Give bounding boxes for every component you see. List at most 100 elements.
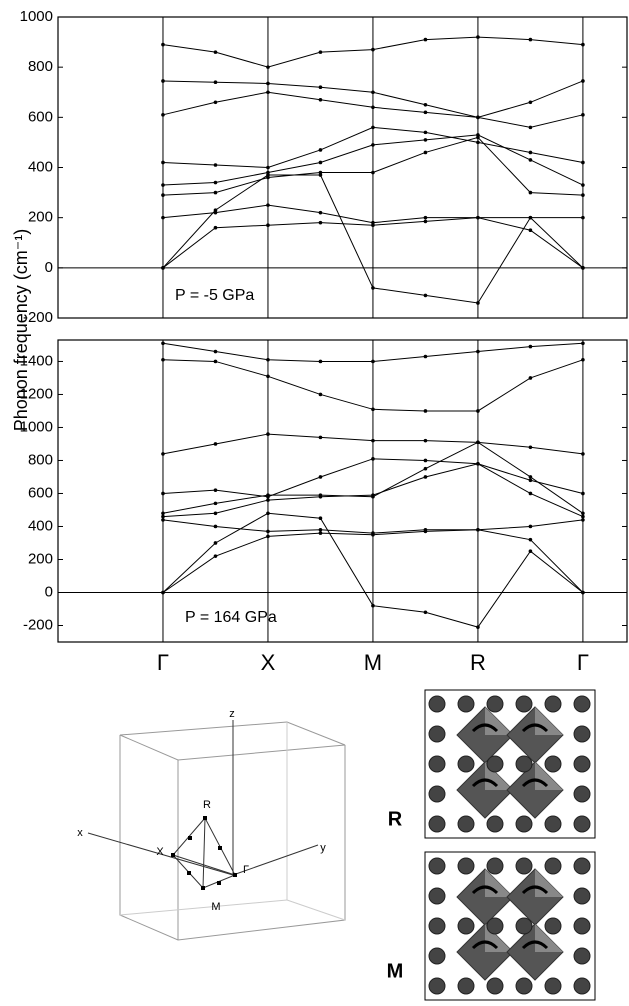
branch-point: [476, 461, 480, 466]
branch-point: [371, 47, 375, 52]
branch-point: [581, 266, 585, 270]
atom: [573, 947, 591, 965]
y-tick-label: 200: [28, 550, 53, 567]
branch-point: [528, 344, 533, 349]
branch-point: [161, 193, 165, 197]
atom: [544, 857, 562, 875]
branch: [161, 511, 585, 629]
branch-point: [581, 42, 585, 47]
atom: [428, 857, 446, 875]
branch-point: [423, 610, 428, 615]
atom: [486, 695, 504, 713]
y-tick-label: 600: [28, 484, 53, 501]
point: [171, 853, 175, 857]
branch-point: [423, 130, 428, 135]
branch-point: [371, 603, 375, 608]
atom: [486, 977, 504, 995]
annotation: P = -5 GPa: [175, 287, 254, 304]
branch-point: [266, 173, 270, 177]
branch-point: [371, 143, 375, 147]
rotation-arrow: [521, 940, 549, 950]
branch: [161, 35, 585, 69]
branch-point: [266, 223, 270, 227]
plot-frame: [57, 339, 628, 643]
cube-edge: [286, 899, 346, 921]
branch-point: [476, 135, 480, 140]
atom: [428, 947, 446, 965]
branch-point: [371, 359, 375, 364]
branch-point: [581, 160, 585, 165]
branch-point: [581, 590, 585, 595]
branch-point: [371, 407, 375, 412]
branch-point: [371, 125, 375, 130]
branch-point: [318, 516, 323, 521]
branch-point: [266, 511, 270, 516]
structure-frame: [424, 689, 596, 839]
bz-label: R: [203, 799, 211, 811]
branch-point: [213, 80, 218, 85]
atom: [428, 887, 446, 905]
rotation-arrow: [471, 723, 499, 733]
bz-label: X: [156, 846, 164, 858]
atom: [544, 755, 562, 773]
branch-point: [581, 113, 585, 117]
x-tick-label: Γ: [577, 650, 589, 675]
rotation-arrow: [471, 940, 499, 950]
atom: [573, 755, 591, 773]
point: [217, 881, 221, 885]
branch-point: [161, 514, 165, 519]
branch-point: [266, 170, 270, 175]
branch-point: [423, 354, 428, 359]
y-tick-label: 400: [28, 517, 53, 534]
atom: [573, 977, 591, 995]
y-tick-label: -200: [23, 309, 53, 326]
y-tick-label: 1400: [20, 352, 53, 369]
atom: [457, 857, 475, 875]
atom: [457, 815, 475, 833]
bz-label: z: [229, 708, 235, 720]
y-tick-label: 1000: [20, 418, 53, 435]
y-tick-label: 600: [28, 108, 53, 125]
branch-point: [476, 35, 480, 39]
branch-point: [581, 518, 585, 522]
y-tick-label: 1000: [20, 8, 53, 25]
branch-point: [423, 110, 428, 115]
branch-point: [528, 537, 533, 542]
branch: [161, 90, 585, 130]
y-tick-label: 200: [28, 209, 53, 226]
branch-point: [528, 125, 533, 130]
branch-point: [266, 498, 270, 502]
branch-point: [528, 491, 533, 496]
branch-point: [423, 409, 428, 413]
cube-edge: [119, 899, 288, 916]
branch-point: [213, 50, 218, 54]
branch-point: [423, 215, 428, 220]
branch-point: [423, 466, 428, 471]
atom: [486, 815, 504, 833]
atom: [428, 695, 446, 713]
branch-point: [161, 79, 165, 83]
branch-point: [528, 215, 533, 220]
y-axis-label: Phonon frequency (cm⁻¹): [11, 229, 31, 432]
branch-point: [266, 90, 270, 95]
point: [188, 836, 192, 840]
branch-point: [266, 65, 270, 69]
branch-point: [161, 183, 165, 187]
branch-point: [213, 511, 218, 516]
point: [233, 873, 237, 877]
branch-point: [318, 210, 323, 215]
branch-point: [581, 358, 585, 362]
x-tick-label: M: [364, 650, 382, 675]
branch-point: [161, 113, 165, 117]
branch-point: [213, 163, 218, 167]
branch-point: [318, 85, 323, 90]
branch: [161, 125, 585, 170]
branch-point: [476, 140, 480, 145]
branch-point: [581, 215, 585, 220]
atom: [515, 917, 533, 935]
branch-point: [581, 452, 585, 456]
rotation-arrow: [521, 885, 549, 895]
atom: [457, 977, 475, 995]
branch-point: [528, 445, 533, 450]
branch-point: [318, 148, 323, 152]
